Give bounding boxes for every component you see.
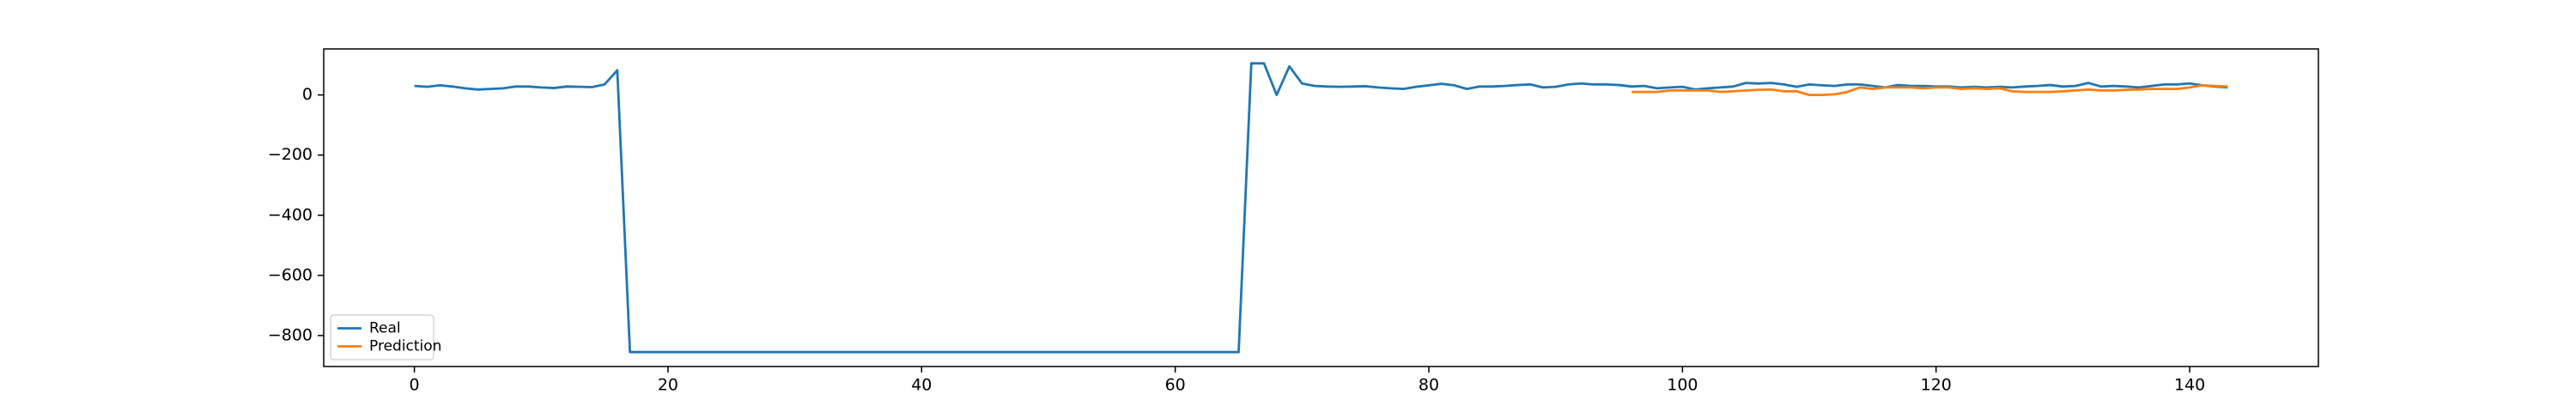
x-tick-label: 80 [1419, 376, 1439, 395]
legend-box [330, 314, 434, 360]
y-tick-label: −600 [268, 265, 313, 284]
x-tick-label: 20 [658, 376, 678, 395]
series-line [414, 62, 2228, 354]
y-tick-label: −800 [268, 325, 313, 344]
x-tick-label: 60 [1165, 376, 1186, 395]
plot-frame [323, 48, 2319, 367]
legend-label: Real [369, 320, 401, 337]
x-tick-label: 40 [911, 376, 932, 395]
x-tick-label: 100 [1667, 376, 1698, 395]
y-tick-label: 0 [302, 85, 313, 104]
y-tick-label: −200 [268, 145, 313, 164]
y-tick-label: −400 [268, 205, 313, 224]
x-tick-label: 140 [2174, 376, 2205, 395]
x-tick-label: 0 [410, 376, 420, 395]
x-tick-label: 120 [1921, 376, 1952, 395]
legend-label: Prediction [369, 338, 441, 355]
series-line [1631, 84, 2228, 97]
